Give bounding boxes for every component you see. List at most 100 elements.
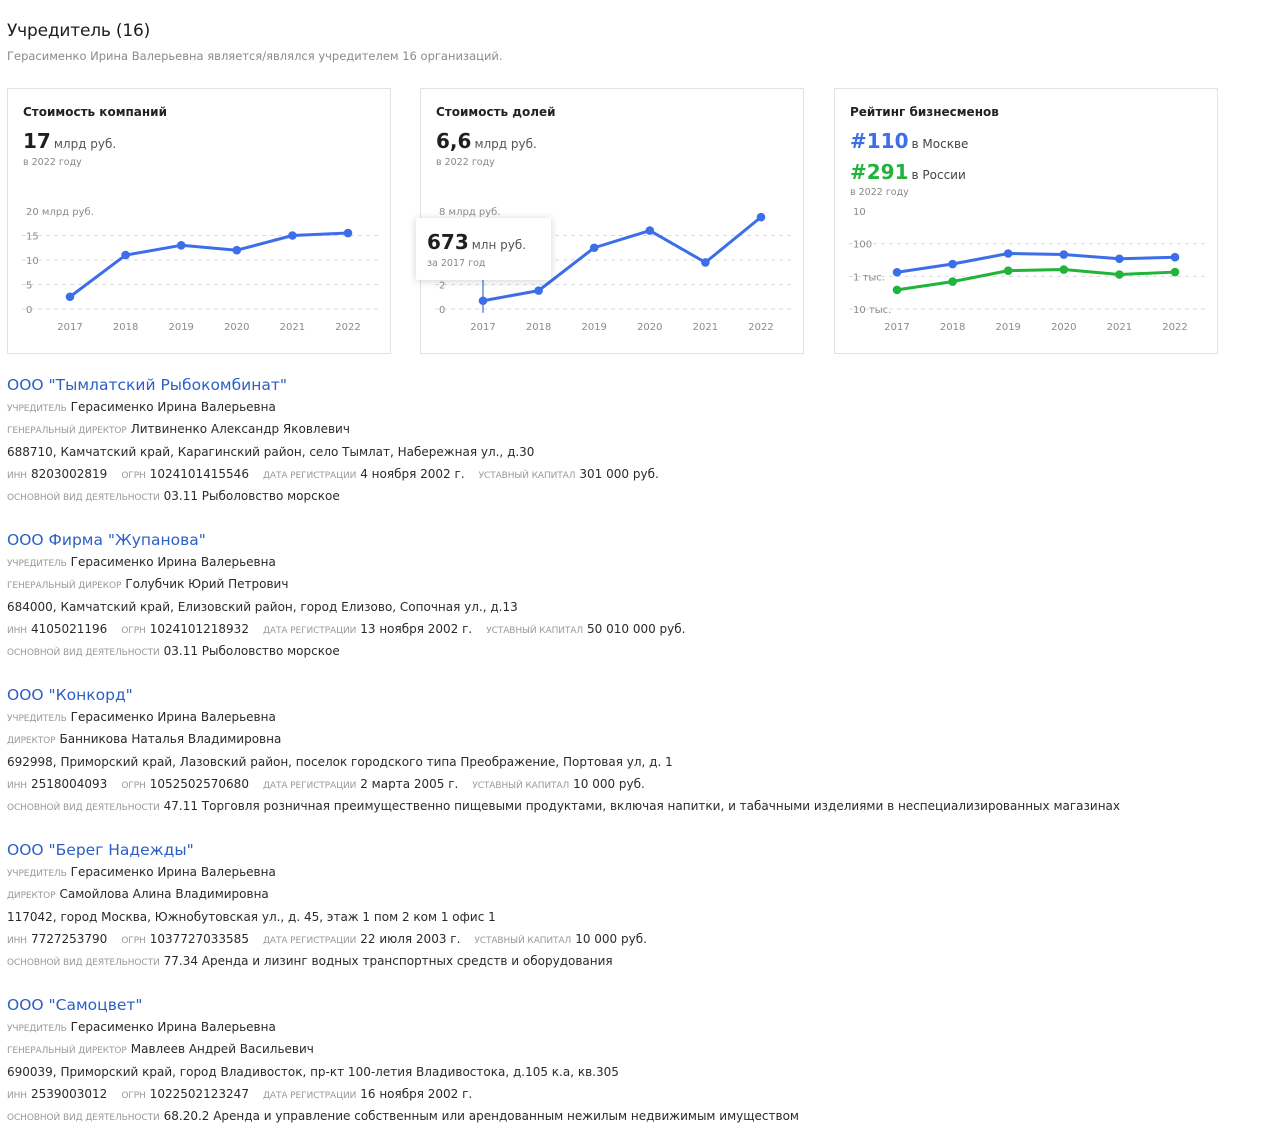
y-tick-label: 0: [26, 305, 32, 316]
field-label: инн: [7, 1090, 27, 1101]
data-point: [232, 245, 242, 255]
org-activity-row: основной вид деятельности 77.34 Аренда и …: [7, 950, 1267, 972]
field-label: уставный капитал: [472, 780, 570, 791]
x-tick-label: 2019: [995, 322, 1020, 333]
page-title: Учредитель (16): [7, 21, 151, 41]
field-label: дата регистрации: [262, 625, 357, 636]
field-label: учредитель: [7, 714, 67, 724]
activity-value: 03.11 Рыболовство морское: [163, 644, 340, 659]
card-unit: млрд руб.: [53, 137, 117, 151]
page-subtitle: Герасименко Ирина Валерьевна является/яв…: [7, 49, 503, 63]
founder-name: Герасименко Ирина Валерьевна: [70, 1020, 276, 1034]
org-requisites-row: инн 4105021196 огрн 1024101218932 дата регис…: [7, 618, 1267, 640]
org-director-row: генеральный дирекор Голубчик Юрий Петрови…: [7, 573, 1267, 595]
card-year-note: в 2022 году: [850, 187, 909, 198]
org-activity-row: основной вид деятельности 03.11 Рыболовст…: [7, 640, 1267, 662]
activity-value: 68.20.2 Аренда и управление собственным …: [163, 1109, 799, 1124]
director-name: Самойлова Алина Владимировна: [59, 887, 269, 902]
y-tick-label: 20 млрд руб.: [26, 207, 94, 218]
field-label: генеральный дирекор: [7, 581, 122, 592]
field-label: генеральный директор: [7, 426, 127, 437]
org-director-row: директор Банникова Наталья Владимировна: [7, 728, 1267, 750]
x-tick-label: 2021: [693, 322, 718, 333]
data-point: [1059, 250, 1069, 259]
reg-date-value: 13 ноября 2002 г.: [360, 621, 473, 636]
data-point: [176, 241, 186, 250]
data-point: [892, 267, 902, 277]
x-tick-label: 2019: [168, 322, 193, 333]
org-director-row: генеральный директор Литвиненко Александр…: [7, 418, 1267, 440]
field-label: инн: [7, 780, 27, 791]
field-label: учредитель: [7, 1024, 67, 1034]
org-activity-row: основной вид деятельности 47.11 Торговля …: [7, 795, 1267, 817]
field-label: уставный капитал: [478, 470, 576, 481]
data-point: [1059, 265, 1069, 274]
x-tick-label: 2018: [526, 322, 551, 333]
moscow-rank: #110 в Москве: [850, 129, 968, 153]
company-value-chart[interactable]: 20 млрд руб. 15 10 5 0 2017 2018 2019 2020 2021 20…: [8, 199, 392, 339]
ogrn-value: 1037727033585: [149, 931, 249, 946]
tooltip-period: за 2017 год: [427, 258, 486, 269]
field-label: генеральный директор: [7, 1046, 127, 1057]
tooltip-unit: млн руб.: [471, 238, 527, 252]
x-tick-label: 2019: [581, 322, 606, 333]
org-founder-row: учредитель Герасименко Ирина Валерьевна: [7, 551, 1267, 573]
x-tick-label: 2022: [1162, 322, 1187, 333]
activity-value: 47.11 Торговля розничная преимущественно…: [163, 799, 1120, 814]
founder-name: Герасименко Ирина Валерьевна: [70, 555, 276, 569]
y-tick-label: 10 тыс.: [853, 305, 891, 316]
card-value: 17 млрд руб.: [23, 129, 116, 153]
field-label: основной вид деятельности: [7, 803, 160, 814]
data-point: [1170, 252, 1180, 262]
data-point: [534, 286, 543, 295]
ogrn-value: 1024101218932: [149, 621, 249, 636]
org-activity-row: основной вид деятельности 68.20.2 Аренда …: [7, 1105, 1267, 1127]
series-line: [895, 252, 1177, 274]
x-tick-label: 2018: [940, 322, 965, 333]
data-point: [756, 212, 766, 222]
field-label: инн: [7, 470, 27, 481]
reg-date-value: 4 ноября 2002 г.: [360, 466, 465, 481]
card-unit: млрд руб.: [474, 137, 537, 151]
field-label: дата регистрации: [262, 780, 357, 791]
chart-tooltip: 673 млн руб. за 2017 год: [416, 218, 551, 280]
reg-date-value: 22 июля 2003 г.: [360, 931, 461, 946]
x-tick-label: 2020: [224, 322, 249, 333]
capital-value: 50 010 000 руб.: [587, 621, 686, 636]
y-tick-label: 10: [26, 256, 39, 267]
field-label: основной вид деятельности: [7, 1113, 160, 1124]
org-name-link[interactable]: ООО Фирма "Жупанова": [7, 531, 206, 549]
tooltip-value: 673: [427, 230, 469, 254]
founder-name: Герасименко Ирина Валерьевна: [70, 710, 276, 724]
org-address: 117042, город Москва, Южнобутовская ул.,…: [7, 909, 496, 924]
org-name-link[interactable]: ООО "Тымлатский Рыбокомбинат": [7, 376, 288, 394]
field-label: огрн: [121, 780, 146, 791]
data-point: [1170, 267, 1180, 277]
org-requisites-row: инн 7727253790 огрн 1037727033585 дата регис…: [7, 928, 1267, 950]
org-item: ООО "Конкорд" учредитель Герасименко Ирин…: [7, 684, 1267, 817]
x-tick-label: 2017: [470, 322, 495, 333]
inn-value: 2518004093: [30, 776, 108, 791]
rating-chart[interactable]: 10 100 1 тыс. 10 тыс. 2017 2018 2019 2020 2021 20…: [835, 199, 1219, 339]
reg-date-value: 16 ноября 2002 г.: [360, 1086, 473, 1101]
data-point: [1115, 270, 1124, 279]
y-tick-label: 15: [26, 232, 39, 243]
x-tick-label: 2021: [1107, 322, 1132, 333]
org-address: 688710, Камчатский край, Карагинский рай…: [7, 444, 535, 459]
org-name-link[interactable]: ООО "Конкорд": [7, 686, 133, 704]
org-name-link[interactable]: ООО "Самоцвет": [7, 996, 143, 1014]
field-label: учредитель: [7, 559, 67, 569]
field-label: уставный капитал: [486, 625, 584, 636]
card-value: 6,6 млрд руб.: [436, 129, 537, 153]
org-name-link[interactable]: ООО "Берег Надежды": [7, 841, 194, 859]
org-item: ООО "Самоцвет" учредитель Герасименко Ири…: [7, 994, 1267, 1127]
x-tick-label: 2017: [57, 322, 82, 333]
director-name: Банникова Наталья Владимировна: [59, 732, 282, 747]
inn-value: 8203002819: [30, 466, 108, 481]
field-label: дата регистрации: [262, 470, 357, 481]
org-item: ООО "Тымлатский Рыбокомбинат" учредитель…: [7, 374, 1267, 507]
field-label: огрн: [121, 470, 146, 481]
activity-value: 77.34 Аренда и лизинг водных транспортны…: [163, 954, 613, 969]
org-address: 692998, Приморский край, Лазовский район…: [7, 754, 673, 769]
x-tick-label: 2022: [748, 322, 773, 333]
